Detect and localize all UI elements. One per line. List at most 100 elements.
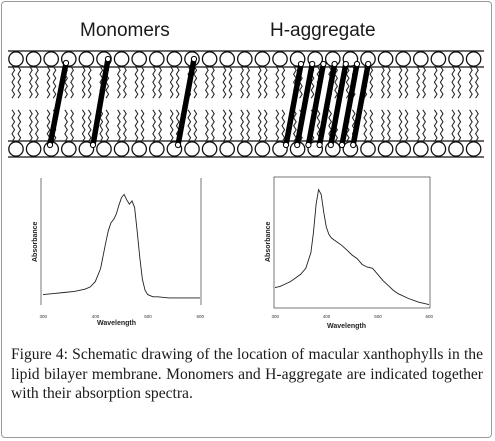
lipid-tail	[29, 65, 33, 99]
lipid-tail	[87, 109, 92, 143]
lipid-tail	[281, 65, 286, 99]
x-tick-label: 400	[323, 314, 331, 319]
lipid-tail	[228, 65, 233, 99]
lipid-tail	[169, 65, 174, 99]
xanthophyll-monomers	[46, 55, 198, 149]
lipid-tail	[117, 65, 121, 99]
xanthophyll-rod	[294, 61, 315, 148]
lipid-tail	[451, 65, 456, 99]
plot-frame	[273, 176, 431, 309]
lipid-tail	[29, 109, 33, 143]
lipid-head	[25, 141, 42, 157]
y-axis-label: Absorbance	[32, 221, 39, 262]
lipid-head	[448, 141, 464, 157]
lipid-tail	[52, 65, 57, 99]
xanthophyll-h-aggregate	[282, 60, 372, 149]
lipid-head	[78, 51, 95, 67]
rod-end	[338, 141, 346, 149]
x-axis-label: Wavelength	[97, 320, 136, 327]
rod-end	[282, 141, 290, 149]
x-tick-label: 300	[272, 314, 280, 319]
lipid-head	[8, 51, 24, 67]
lipid-tail	[439, 65, 444, 99]
lipid-tail	[158, 109, 162, 143]
lipid-tail	[222, 109, 227, 143]
lipid-tail	[64, 109, 68, 143]
lipid-tails-lower-leaflet	[11, 109, 479, 143]
lipid-head	[236, 141, 253, 157]
lipid-tail	[469, 65, 473, 99]
lipid-tail	[117, 109, 121, 143]
lipid-tail	[70, 65, 74, 99]
figure-illustration: Monomers H-aggregate Absorbance Waveleng…	[8, 20, 484, 330]
lipid-tail	[105, 109, 110, 143]
label-h-aggregate: H-aggregate	[270, 20, 376, 41]
lipid-tail	[140, 65, 145, 99]
lipid-head	[148, 51, 165, 67]
lipid-head	[377, 51, 394, 67]
lipid-tail	[246, 109, 250, 143]
lipid-head	[465, 51, 482, 67]
lipid-head	[131, 51, 148, 67]
lipid-tail	[422, 109, 426, 143]
lipid-head	[236, 51, 253, 67]
lipid-head	[430, 51, 447, 67]
lipid-tail	[387, 109, 391, 143]
lipid-tail	[475, 65, 479, 99]
lipid-tail	[246, 65, 250, 99]
lipid-tail	[457, 65, 462, 99]
xanthophyll-rod	[90, 56, 111, 148]
lipid-head	[254, 51, 271, 67]
lipid-head	[60, 141, 77, 157]
lipid-tail	[158, 65, 162, 99]
lipid-tail	[439, 109, 444, 143]
y-axis-label: Absorbance	[265, 221, 272, 262]
x-tick-labels: 300 400 500 600	[40, 314, 205, 319]
lipid-tail	[99, 109, 104, 143]
xanthophyll-rod	[339, 61, 360, 148]
spectrum-h-aggregate: Absorbance Wavelength 300 400 500 600	[265, 176, 434, 330]
lipid-tail	[46, 65, 51, 99]
lipid-head	[201, 141, 218, 157]
xanthophyll-rod	[283, 61, 304, 148]
lipid-head	[412, 141, 429, 157]
lipid-tail	[134, 65, 139, 99]
x-tick-label: 400	[92, 314, 100, 319]
lipid-tail	[193, 65, 198, 99]
lipid-tail	[70, 109, 74, 143]
lipid-tail	[293, 109, 297, 143]
membrane-boundary-lines	[8, 50, 484, 158]
lipid-head	[96, 141, 112, 157]
lipid-tail	[422, 65, 426, 99]
rod-end	[320, 60, 327, 68]
lipid-tail	[205, 109, 209, 143]
rod-end	[309, 60, 316, 68]
xanthophyll-rod	[305, 61, 327, 148]
lipid-tail	[363, 109, 368, 143]
lipid-tail	[211, 109, 215, 143]
x-axis-label: Wavelength	[327, 323, 366, 330]
lipid-heads-lower-leaflet	[8, 141, 482, 157]
lipid-tail	[35, 109, 39, 143]
rod-end	[331, 60, 338, 68]
figure-caption: Figure 4: Schematic drawing of the locat…	[11, 346, 483, 402]
lipid-tail	[35, 65, 39, 99]
lipid-tail	[222, 65, 227, 99]
lipid-tail	[433, 65, 438, 99]
lipid-tail	[369, 109, 374, 143]
lipid-tail	[17, 65, 22, 99]
lipid-head	[430, 141, 447, 157]
lipid-tail	[257, 109, 262, 143]
lipid-head	[377, 141, 394, 157]
label-monomers: Monomers	[80, 20, 170, 41]
lipid-tail	[404, 109, 409, 143]
lipid-tail	[469, 109, 473, 143]
lipid-tail	[275, 65, 280, 99]
lipid-tail	[475, 109, 479, 143]
lipid-tail	[240, 65, 244, 99]
rod-end	[327, 141, 334, 149]
lipid-head	[395, 51, 412, 67]
lipid-tail	[187, 109, 192, 143]
lipid-tail	[404, 65, 409, 99]
